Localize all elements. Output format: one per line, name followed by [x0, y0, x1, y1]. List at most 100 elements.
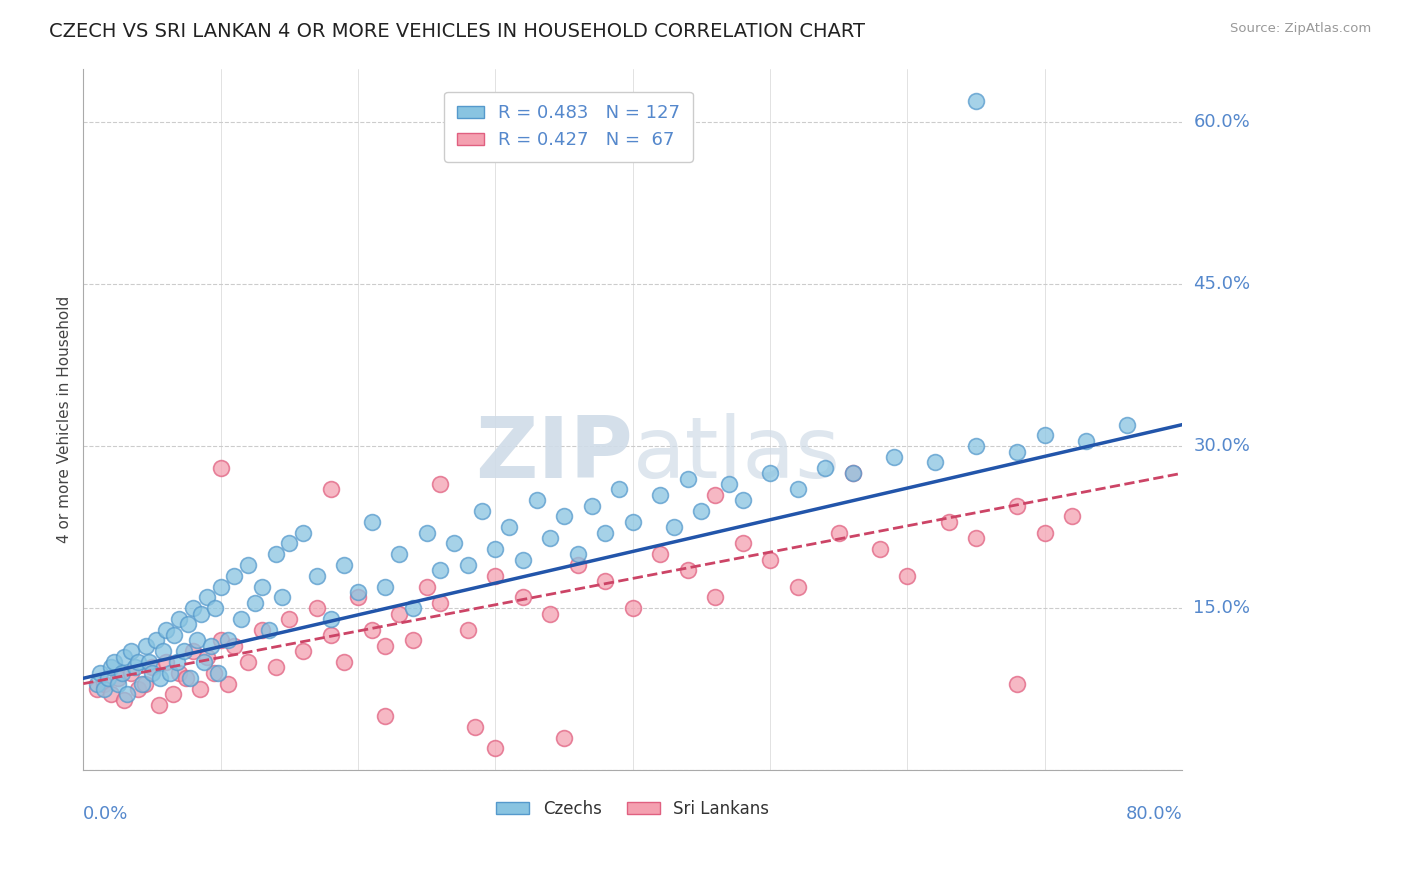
- Point: [360, 623, 382, 637]
- Point: [100, 660, 122, 674]
- Point: [107, 671, 129, 685]
- Point: [484, 741, 506, 756]
- Point: [731, 493, 754, 508]
- Point: [593, 525, 616, 540]
- Point: [347, 585, 370, 599]
- Point: [621, 601, 644, 615]
- Point: [717, 477, 740, 491]
- Point: [236, 558, 259, 572]
- Point: [224, 639, 246, 653]
- Point: [135, 639, 157, 653]
- Point: [166, 655, 188, 669]
- Point: [443, 536, 465, 550]
- Point: [292, 525, 315, 540]
- Point: [814, 460, 837, 475]
- Point: [484, 541, 506, 556]
- Point: [224, 568, 246, 582]
- Point: [786, 580, 808, 594]
- Point: [202, 665, 225, 680]
- Point: [374, 580, 396, 594]
- Point: [471, 504, 494, 518]
- Point: [567, 547, 589, 561]
- Point: [141, 660, 163, 674]
- Point: [1033, 428, 1056, 442]
- Point: [200, 639, 222, 653]
- Point: [676, 472, 699, 486]
- Point: [538, 531, 561, 545]
- Point: [484, 568, 506, 582]
- Point: [1033, 525, 1056, 540]
- Point: [896, 568, 918, 582]
- Point: [89, 665, 111, 680]
- Point: [759, 552, 782, 566]
- Point: [209, 580, 232, 594]
- Point: [264, 660, 287, 674]
- Point: [374, 639, 396, 653]
- Point: [924, 455, 946, 469]
- Point: [181, 644, 204, 658]
- Point: [347, 591, 370, 605]
- Point: [162, 688, 184, 702]
- Point: [512, 591, 534, 605]
- Point: [188, 681, 211, 696]
- Point: [567, 558, 589, 572]
- Point: [141, 665, 163, 680]
- Point: [581, 499, 603, 513]
- Point: [163, 628, 186, 642]
- Point: [457, 623, 479, 637]
- Point: [114, 649, 136, 664]
- Point: [271, 591, 294, 605]
- Point: [457, 558, 479, 572]
- Point: [526, 493, 548, 508]
- Point: [173, 644, 195, 658]
- Point: [250, 623, 273, 637]
- Point: [138, 655, 160, 669]
- Point: [145, 633, 167, 648]
- Point: [429, 563, 451, 577]
- Point: [107, 676, 129, 690]
- Point: [883, 450, 905, 464]
- Point: [117, 688, 139, 702]
- Point: [498, 520, 520, 534]
- Point: [841, 467, 863, 481]
- Point: [319, 612, 342, 626]
- Point: [179, 671, 201, 685]
- Text: 15.0%: 15.0%: [1194, 599, 1250, 617]
- Point: [243, 596, 266, 610]
- Point: [278, 536, 301, 550]
- Point: [1062, 509, 1084, 524]
- Point: [319, 483, 342, 497]
- Point: [114, 693, 136, 707]
- Point: [264, 547, 287, 561]
- Point: [305, 601, 328, 615]
- Point: [333, 655, 356, 669]
- Text: 0.0%: 0.0%: [83, 805, 129, 823]
- Point: [292, 644, 315, 658]
- Point: [333, 558, 356, 572]
- Point: [553, 509, 575, 524]
- Point: [195, 649, 218, 664]
- Point: [169, 612, 191, 626]
- Point: [415, 525, 437, 540]
- Point: [593, 574, 616, 589]
- Point: [97, 671, 120, 685]
- Point: [553, 731, 575, 745]
- Point: [965, 439, 987, 453]
- Point: [1074, 434, 1097, 448]
- Point: [704, 591, 727, 605]
- Point: [190, 607, 212, 621]
- Point: [731, 536, 754, 550]
- Point: [176, 671, 198, 685]
- Point: [131, 676, 153, 690]
- Point: [869, 541, 891, 556]
- Point: [103, 655, 125, 669]
- Point: [207, 665, 229, 680]
- Point: [938, 515, 960, 529]
- Point: [120, 665, 142, 680]
- Point: [155, 623, 177, 637]
- Text: 45.0%: 45.0%: [1194, 276, 1250, 293]
- Point: [169, 665, 191, 680]
- Point: [209, 633, 232, 648]
- Point: [402, 633, 425, 648]
- Point: [965, 94, 987, 108]
